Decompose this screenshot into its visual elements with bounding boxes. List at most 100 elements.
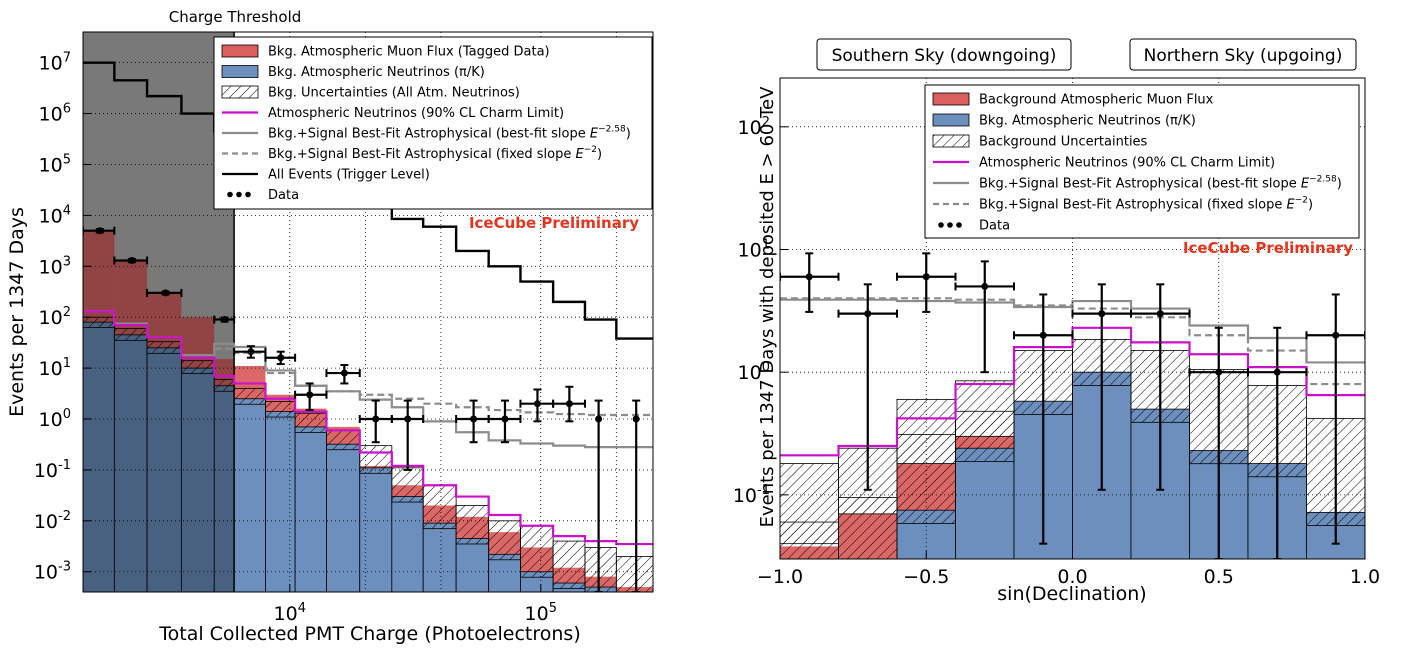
data-point [1013, 293, 1074, 545]
legend-entry: Bkg.+Signal Best-Fit Astrophysical (best… [222, 125, 631, 142]
data-marker [981, 282, 989, 290]
x-tick-label: −1.0 [757, 566, 803, 588]
legend-label: Bkg. Atmospheric Muon Flux (Tagged Data) [268, 45, 550, 60]
data-marker [501, 415, 509, 423]
legend-label: Data [268, 188, 299, 203]
data-marker [1039, 331, 1047, 339]
uncertainty-band [422, 484, 457, 530]
data-marker [864, 310, 872, 318]
legend: Bkg. Atmospheric Muon Flux (Tagged Data)… [213, 36, 653, 210]
y-tick-label: 104 [39, 203, 71, 227]
neutrino-bar [113, 334, 148, 592]
legend-swatch [221, 85, 259, 99]
data-point [632, 399, 641, 592]
neutrino-bar [422, 522, 457, 592]
data-point [594, 399, 603, 592]
data-point [264, 350, 297, 366]
neutrino-bar [455, 538, 490, 592]
data-point [1130, 283, 1191, 491]
legend-swatch [221, 44, 259, 58]
data-point [390, 399, 425, 471]
legend-entry: Bkg. Atmospheric Neutrinos (π/K) [932, 113, 1196, 129]
y-tick-label: 10-3 [34, 560, 71, 584]
legend-entry: Bkg. Uncertainties (All Atm. Neutrinos) [221, 85, 520, 101]
legend-frame [213, 36, 653, 210]
data-point [954, 260, 1015, 374]
data-marker [96, 227, 104, 235]
neutrino-bar [359, 467, 393, 592]
data-point [487, 399, 522, 444]
uncertainty-band [265, 401, 296, 418]
neutrino-bar [265, 411, 296, 592]
uncertainty-band [326, 429, 361, 451]
legend-swatch [227, 191, 233, 198]
legend-entry: Bkg. Atmospheric Neutrinos (π/K) [221, 65, 485, 80]
y-tick-label: 106 [39, 102, 71, 126]
left-chart: Charge Threshold 10-310-210-110010110210… [6, 8, 654, 645]
data-marker [1156, 310, 1164, 318]
uncertainty-band [455, 505, 490, 545]
data-marker [565, 400, 573, 408]
charm-line [83, 310, 653, 546]
x-tick-label: 1.0 [1350, 566, 1380, 588]
svg-text:Northern Sky (upgoing): Northern Sky (upgoing) [1144, 46, 1343, 66]
muon-bar [147, 292, 182, 348]
neutrino-bar [955, 447, 1015, 559]
legend-entry: Bkg.+Signal Best-Fit Astrophysical (fixe… [933, 196, 1313, 213]
legend-entry: Bkg.+Signal Best-Fit Astrophysical (fixe… [222, 145, 602, 162]
svg-text:Southern Sky (downgoing): Southern Sky (downgoing) [832, 46, 1057, 66]
data-marker [805, 273, 813, 281]
x-tick-label: −0.5 [903, 566, 949, 588]
legend-label: Bkg.+Signal Best-Fit Astrophysical (best… [979, 175, 1342, 192]
legend-entry: Bkg. Atmospheric Muon Flux (Tagged Data) [221, 44, 550, 60]
legend-swatch [236, 191, 242, 198]
y-tick-label: 101 [39, 356, 71, 380]
uncertainty-band [584, 547, 617, 592]
x-tick-label: 105 [525, 601, 557, 625]
legend-label: Bkg.+Signal Best-Fit Astrophysical (fixe… [268, 145, 602, 162]
data-point [552, 385, 586, 423]
legend-label: Bkg.+Signal Best-Fit Astrophysical (fixe… [979, 196, 1313, 213]
legend-entry: Atmospheric Neutrinos (90% CL Charm Limi… [222, 106, 564, 121]
data-point [113, 256, 149, 265]
legend-swatch [932, 113, 970, 127]
muon-bar [83, 230, 115, 323]
legend-entry: Bkg.+Signal Best-Fit Astrophysical (best… [933, 175, 1342, 192]
region-label-north: Northern Sky (upgoing) [1129, 38, 1357, 71]
y-axis: 10-3 10-2 10-1 100 101 102 103 104 105 106 107 [34, 51, 91, 584]
legend-frame [924, 84, 1360, 239]
legend-swatch [947, 222, 953, 228]
plot-frame [82, 31, 654, 593]
legend-entry: Atmospheric Neutrinos (90% CL Charm Limi… [933, 156, 1275, 171]
legend-swatch [932, 134, 970, 148]
data-marker [277, 354, 285, 362]
legend-swatch [221, 65, 259, 78]
data-point [146, 288, 183, 297]
watermark: IceCube Preliminary [1183, 239, 1353, 257]
y-tick-label: 103 [39, 254, 71, 278]
y-tick-label: 10-2 [34, 509, 71, 533]
legend-label: Bkg. Uncertainties (All Atm. Neutrinos) [268, 86, 520, 101]
uncertainty-band [233, 387, 266, 405]
legend-label: Data [979, 219, 1010, 234]
data-point [294, 382, 328, 412]
data-point [83, 226, 116, 235]
data-point [519, 388, 555, 423]
legend-swatch [245, 191, 251, 198]
data-marker [247, 348, 255, 356]
legend-label: All Events (Trigger Level) [268, 168, 430, 183]
muon-uncertainty-band [838, 497, 898, 515]
data-marker [533, 400, 541, 408]
legend-swatch [932, 92, 970, 106]
uncertainty-band [391, 467, 424, 503]
data-point [213, 315, 236, 324]
data-marker [595, 415, 603, 423]
data-point [455, 399, 490, 444]
data-marker [632, 415, 640, 423]
legend-entry: Data [227, 188, 299, 203]
data-marker [922, 273, 930, 281]
data-marker [1273, 368, 1281, 376]
data-point [233, 345, 267, 359]
uncertainty-band [552, 540, 586, 589]
